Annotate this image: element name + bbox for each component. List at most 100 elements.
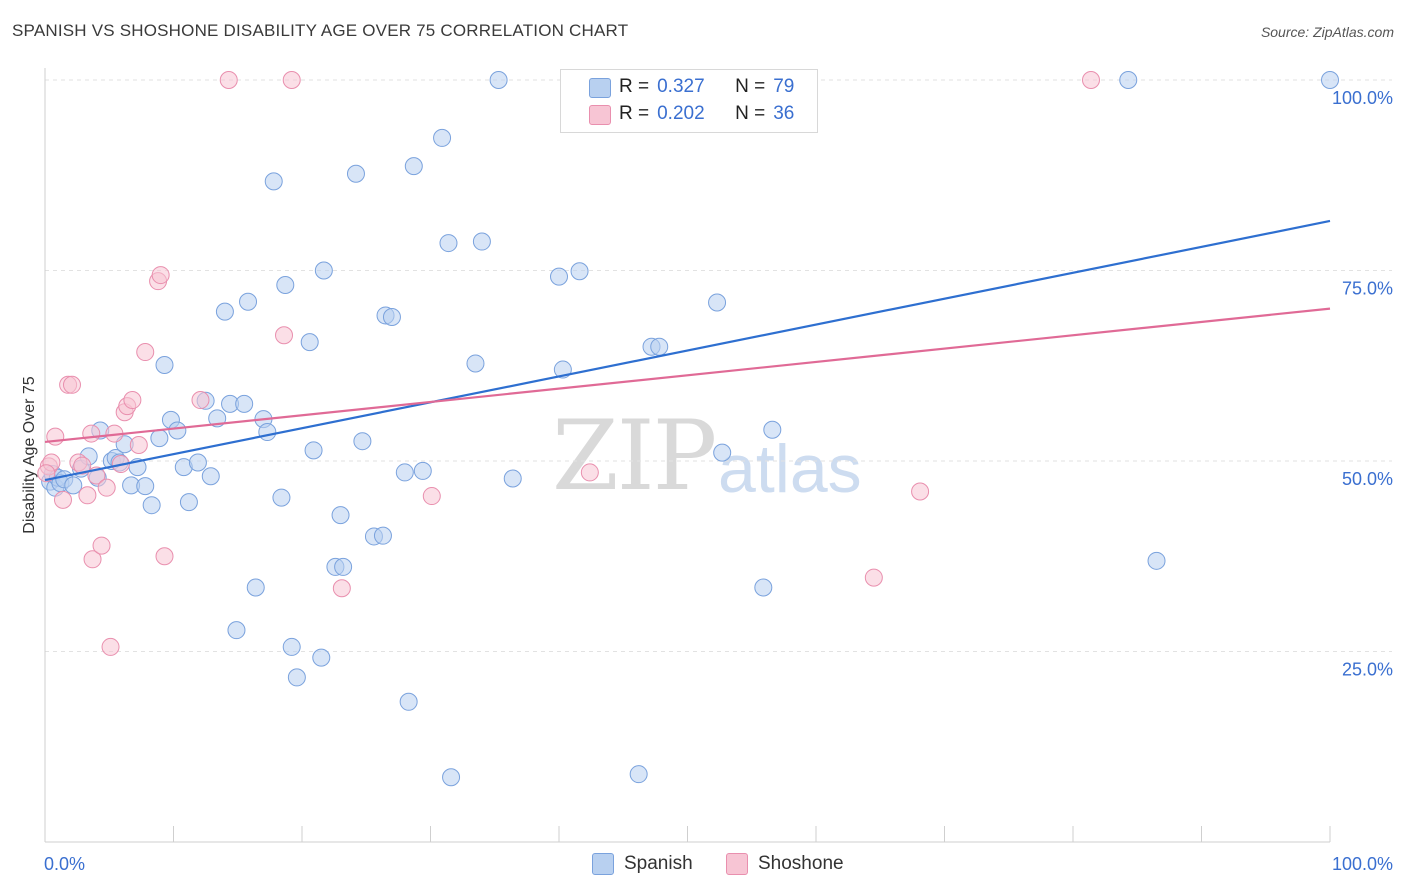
data-point-shoshone	[275, 326, 294, 345]
data-point-spanish	[439, 234, 458, 253]
data-point-spanish	[466, 354, 485, 373]
data-point-spanish	[570, 262, 589, 281]
correlation-legend: R = 0.327 N = 79 R = 0.202 N = 36	[560, 69, 818, 133]
data-point-shoshone	[422, 487, 441, 506]
chart-source: Source: ZipAtlas.com	[1260, 24, 1394, 40]
data-point-spanish	[472, 232, 491, 251]
data-point-spanish	[235, 394, 254, 413]
data-point-spanish	[215, 302, 234, 321]
data-point-spanish	[239, 292, 258, 311]
data-point-spanish	[227, 621, 246, 640]
data-point-spanish	[442, 768, 461, 787]
data-point-spanish	[713, 443, 732, 462]
legend-label-shoshone: Shoshone	[758, 853, 844, 874]
data-point-spanish	[550, 267, 568, 286]
data-point-shoshone	[37, 464, 56, 483]
n-label: N =	[735, 103, 766, 124]
data-point-shoshone	[219, 71, 238, 89]
shoshone-swatch	[589, 105, 611, 125]
data-point-shoshone	[78, 486, 97, 505]
data-point-shoshone	[82, 424, 101, 443]
data-point-spanish	[150, 429, 169, 448]
data-point-spanish	[155, 355, 174, 374]
r-label: R =	[619, 103, 650, 124]
watermark-atlas: atlas	[718, 431, 862, 507]
data-point-spanish	[304, 441, 323, 460]
data-point-shoshone	[151, 266, 170, 285]
chart-title: SPANISH VS SHOSHONE DISABILITY AGE OVER …	[12, 21, 629, 40]
data-point-shoshone	[62, 375, 81, 394]
data-point-shoshone	[864, 568, 883, 587]
data-point-spanish	[413, 461, 432, 480]
data-point-shoshone	[129, 435, 148, 454]
data-point-spanish	[373, 526, 392, 545]
n-value-spanish: 79	[773, 76, 795, 97]
data-point-spanish	[382, 307, 401, 326]
n-label: N =	[735, 76, 766, 97]
data-point-spanish	[404, 157, 423, 176]
r-value-spanish: 0.327	[657, 76, 705, 97]
y-tick-label: 75.0%	[1342, 279, 1393, 299]
data-point-shoshone	[1081, 71, 1100, 89]
y-tick-label: 25.0%	[1342, 660, 1393, 680]
legend-item-spanish: Spanish	[592, 852, 693, 876]
trend-line-shoshone	[44, 307, 1331, 444]
data-point-spanish	[433, 128, 452, 147]
data-point-spanish	[136, 477, 155, 496]
data-point-shoshone	[73, 456, 92, 475]
x-tick-label: 0.0%	[44, 854, 85, 874]
data-point-shoshone	[83, 550, 102, 569]
data-point-spanish	[300, 333, 319, 352]
data-point-spanish	[1321, 71, 1339, 89]
data-point-spanish	[395, 463, 414, 482]
legend-row-spanish: R = 0.327 N = 79	[619, 75, 794, 99]
y-tick-label: 50.0%	[1342, 469, 1393, 489]
data-point-spanish	[64, 476, 83, 495]
data-point-shoshone	[155, 547, 174, 566]
data-point-spanish	[168, 421, 187, 440]
legend-item-shoshone: Shoshone	[726, 852, 844, 876]
data-point-spanish	[287, 668, 306, 687]
data-point-shoshone	[92, 536, 111, 555]
data-point-spanish	[246, 578, 265, 597]
legend-label-spanish: Spanish	[624, 853, 693, 874]
data-point-spanish	[629, 765, 648, 784]
data-point-shoshone	[53, 490, 72, 509]
data-point-spanish	[399, 692, 418, 711]
data-point-spanish	[282, 637, 301, 656]
data-point-spanish	[650, 337, 669, 356]
data-point-shoshone	[191, 391, 210, 410]
data-point-spanish	[272, 488, 291, 507]
data-point-spanish	[264, 172, 283, 191]
data-point-shoshone	[101, 637, 120, 656]
legend-row-shoshone: R = 0.202 N = 36	[619, 102, 794, 126]
data-point-spanish	[1147, 551, 1166, 570]
data-point-spanish	[331, 506, 350, 525]
data-point-spanish	[763, 420, 782, 439]
y-axis-label: Disability Age Over 75	[21, 376, 38, 534]
data-point-spanish	[754, 578, 773, 597]
data-point-shoshone	[332, 579, 351, 598]
spanish-swatch	[589, 78, 611, 98]
spanish-legend-swatch	[592, 853, 614, 875]
data-point-spanish	[188, 453, 207, 472]
data-point-spanish	[312, 648, 331, 667]
data-point-shoshone	[97, 478, 116, 497]
data-point-spanish	[708, 293, 727, 312]
r-value-shoshone: 0.202	[657, 103, 705, 124]
data-point-shoshone	[911, 482, 930, 501]
data-point-spanish	[346, 164, 365, 183]
y-tick-label: 100.0%	[1332, 88, 1393, 108]
data-point-spanish	[353, 432, 372, 451]
data-point-spanish	[142, 496, 161, 515]
data-point-spanish	[201, 467, 220, 486]
data-point-spanish	[314, 261, 333, 280]
n-value-shoshone: 36	[773, 103, 795, 124]
data-point-shoshone	[123, 391, 142, 410]
data-point-spanish	[276, 275, 295, 294]
data-point-spanish	[258, 423, 277, 442]
r-label: R =	[619, 76, 650, 97]
watermark-zip: ZIP	[552, 400, 717, 512]
data-point-spanish	[179, 493, 198, 512]
